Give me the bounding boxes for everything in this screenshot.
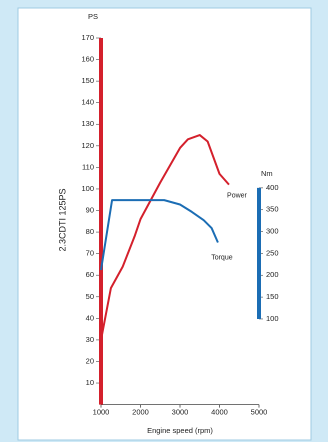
y-tick-label: 170: [81, 33, 94, 42]
x-axis-title: Engine speed (rpm): [147, 426, 213, 435]
y-tick-label: 80: [86, 227, 94, 236]
y2-tick-label: 100: [266, 314, 279, 323]
y-tick-label: 70: [86, 249, 94, 258]
y-tick-label: 150: [81, 76, 94, 85]
x-tick-label: 4000: [211, 408, 228, 417]
y-axis-unit: PS: [88, 12, 98, 21]
series-label: Power: [227, 192, 248, 199]
y-tick-label: 60: [86, 270, 94, 279]
y2-tick-label: 350: [266, 205, 279, 214]
y-tick-label: 160: [81, 55, 94, 64]
x-tick-label: 5000: [251, 408, 268, 417]
y-tick-label: 10: [86, 378, 94, 387]
y-tick-label: 90: [86, 206, 94, 215]
y-tick-label: 110: [82, 162, 94, 171]
series-label: Torque: [211, 254, 233, 261]
y2-tick-label: 300: [266, 227, 279, 236]
y-tick-label: 130: [81, 119, 94, 128]
y2-tick-label: 250: [266, 248, 279, 257]
x-tick-label: 2000: [132, 408, 149, 417]
y-tick-label: 120: [81, 141, 94, 150]
y2-tick-label: 400: [266, 183, 279, 192]
y-tick-label: 40: [86, 313, 94, 322]
y-tick-label: 20: [86, 356, 94, 365]
x-tick-label: 3000: [172, 408, 189, 417]
y2-tick-label: 150: [266, 292, 279, 301]
y2-tick-label: 200: [266, 270, 279, 279]
x-tick-label: 1000: [93, 408, 110, 417]
panel: [17, 7, 312, 441]
y-axis-title: 2.3CDTI 125PS: [57, 188, 67, 251]
y-tick-label: 140: [81, 98, 94, 107]
series-line: [100, 199, 219, 271]
y-tick-label: 100: [81, 184, 94, 193]
series-line: [100, 134, 230, 341]
y-tick-label: 30: [86, 335, 94, 344]
y2-axis-unit: Nm: [261, 169, 273, 178]
y-tick-label: 50: [86, 292, 94, 301]
